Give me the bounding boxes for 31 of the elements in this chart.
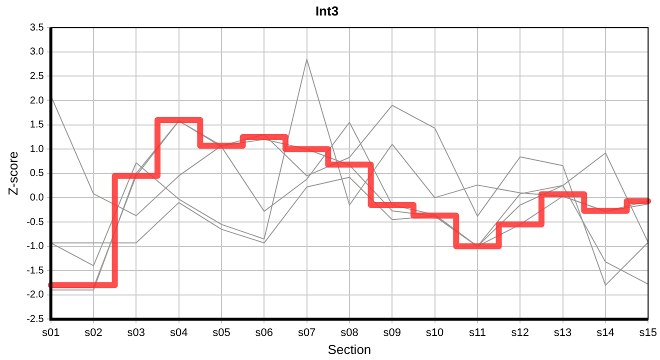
y-tick-label: 0.5 [30, 168, 44, 180]
y-tick-label: 3.0 [30, 46, 44, 58]
y-axis-title: Z-score [5, 151, 20, 196]
y-tick-label: 3.5 [30, 22, 44, 34]
x-tick-label: s11 [469, 326, 486, 339]
y-tick-label: 2.0 [30, 95, 44, 106]
x-tick-label: s12 [511, 326, 530, 339]
x-tick-label: s14 [596, 326, 614, 339]
y-tick-label: 2.5 [30, 70, 44, 82]
x-tick-label: s04 [170, 326, 188, 339]
x-tick-label: s02 [84, 326, 102, 339]
x-tick-label: s13 [554, 326, 572, 339]
x-tick-label: s05 [212, 326, 230, 339]
x-tick-label: s08 [340, 326, 358, 339]
x-tick-label: s15 [639, 326, 658, 339]
y-tick-label: -2.0 [26, 290, 44, 301]
x-tick-label: s06 [255, 326, 274, 339]
chart-title: Int3 [315, 3, 339, 18]
x-tick-label: s10 [426, 326, 444, 339]
x-axis-title: Section [328, 342, 372, 357]
y-tick-label: 1.0 [30, 144, 44, 155]
x-tick-label: s03 [127, 326, 146, 339]
y-tick-label: 1.5 [30, 120, 44, 131]
y-tick-label: 0.0 [30, 192, 44, 204]
y-tick-label: -1.0 [26, 241, 44, 252]
y-tick-label: -1.5 [26, 265, 44, 276]
y-tick-label: -0.5 [26, 216, 44, 228]
x-tick-label: s07 [298, 326, 316, 339]
y-tick-label: -2.5 [26, 314, 44, 325]
x-tick-label: s09 [383, 326, 402, 339]
x-tick-label: s01 [42, 326, 60, 339]
